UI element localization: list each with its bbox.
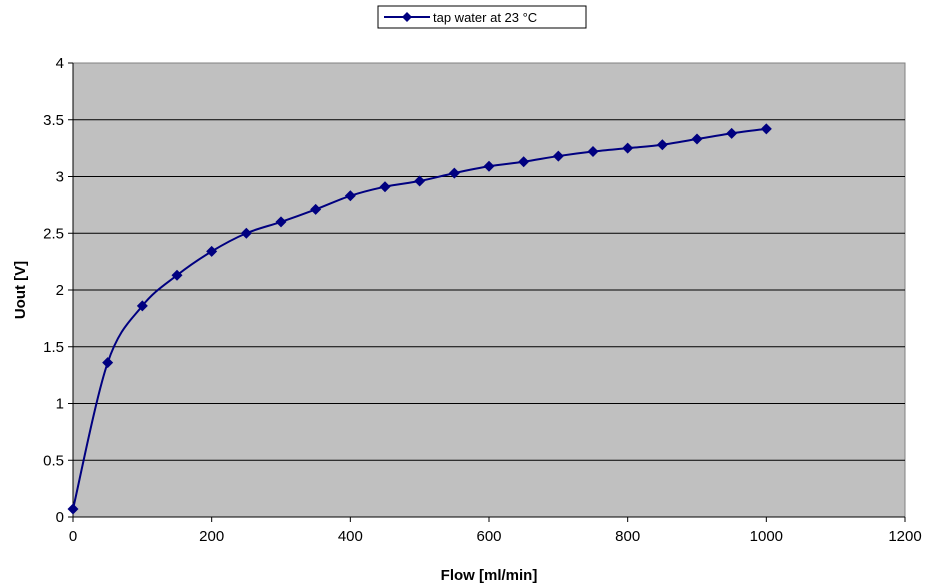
data-point-marker xyxy=(448,167,460,179)
y-tick-label: 2 xyxy=(56,282,64,299)
x-tick-label: 1000 xyxy=(750,528,783,545)
x-tick-label: 400 xyxy=(338,528,363,545)
data-point-marker xyxy=(102,357,114,369)
axes xyxy=(68,62,906,522)
gridlines xyxy=(73,119,905,461)
legend: tap water at 23 °C xyxy=(377,5,587,29)
tick-labels: 0 0.5 1 1.5 2 2.5 3 3.5 4 0 200 400 600 800 1000 1200 xyxy=(43,55,922,545)
data-point-marker xyxy=(622,142,634,154)
data-point-marker xyxy=(206,245,218,257)
data-point-marker xyxy=(379,181,391,193)
y-tick-label: 0.5 xyxy=(43,452,64,469)
x-axis-title: Flow [ml/min] xyxy=(441,567,538,584)
data-point-marker xyxy=(344,190,356,202)
data-point-marker xyxy=(275,216,287,228)
data-point-marker xyxy=(171,269,183,281)
x-tick-label: 600 xyxy=(476,528,501,545)
y-tick-label: 0 xyxy=(56,509,64,526)
legend-entry: tap water at 23 °C xyxy=(433,10,537,25)
legend-box xyxy=(377,5,587,29)
data-point-marker xyxy=(691,133,703,145)
x-tick-label: 800 xyxy=(615,528,640,545)
data-point-marker xyxy=(518,156,530,168)
y-tick-label: 3.5 xyxy=(43,112,64,129)
y-tick-label: 3 xyxy=(56,169,64,186)
data-point-marker xyxy=(483,160,495,172)
x-tick-label: 200 xyxy=(199,528,224,545)
data-point-marker xyxy=(726,127,738,139)
y-tick-label: 4 xyxy=(56,55,64,72)
data-point-marker xyxy=(310,203,322,215)
y-tick-label: 1.5 xyxy=(43,339,64,356)
legend-diamond-marker xyxy=(402,12,412,22)
data-point-marker xyxy=(67,503,79,515)
x-tick-label: 0 xyxy=(69,528,77,545)
data-point-marker xyxy=(552,150,564,162)
data-point-marker xyxy=(414,175,426,187)
data-point-marker xyxy=(136,300,148,312)
data-point-marker xyxy=(587,146,599,158)
x-tick-label: 1200 xyxy=(888,528,921,545)
y-tick-label: 1 xyxy=(56,396,64,413)
data-point-marker xyxy=(656,139,668,151)
series-group xyxy=(67,123,772,515)
data-point-marker xyxy=(240,227,252,239)
y-tick-label: 2.5 xyxy=(43,225,64,242)
data-point-marker xyxy=(760,123,772,135)
y-axis-title: Uout [V] xyxy=(12,261,29,319)
